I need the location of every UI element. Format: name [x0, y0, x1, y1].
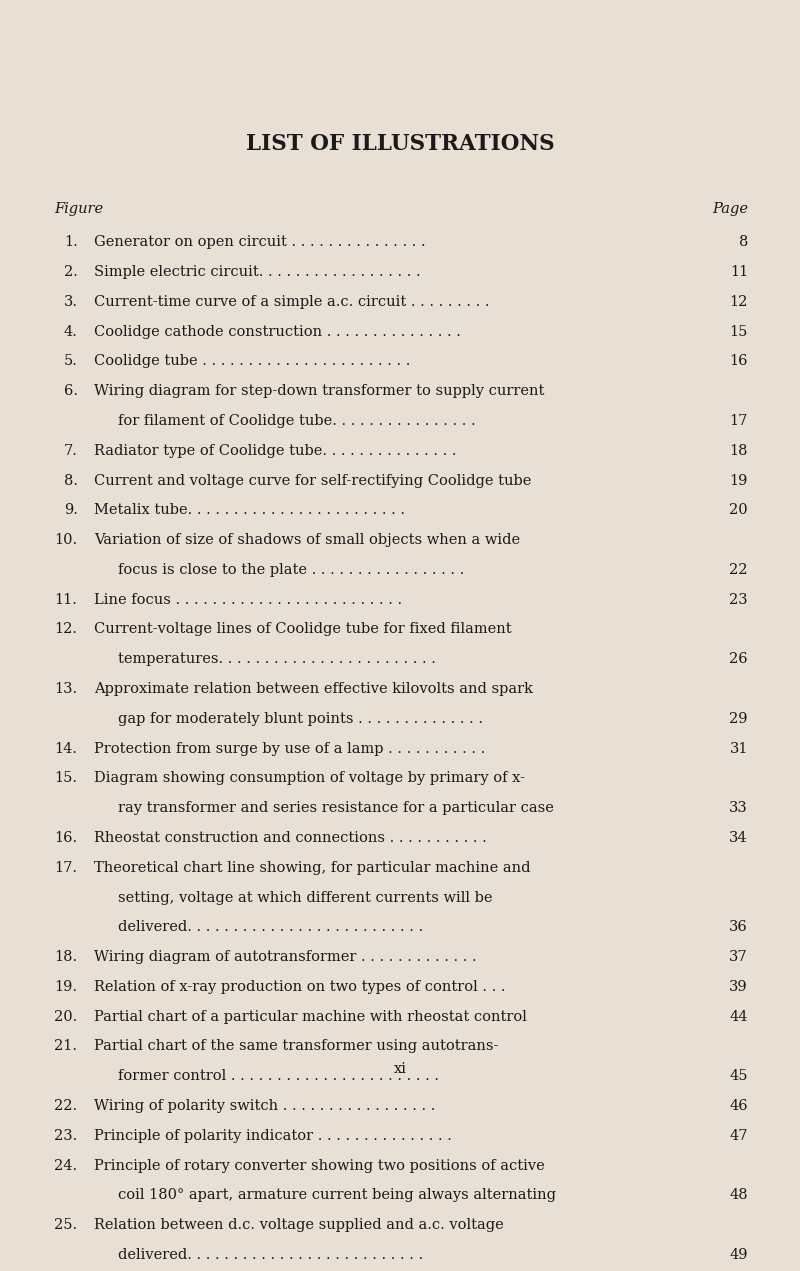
Text: 22: 22	[730, 563, 748, 577]
Text: 33: 33	[730, 801, 748, 815]
Text: Relation of x-ray production on two types of control . . .: Relation of x-ray production on two type…	[94, 980, 506, 994]
Text: 17: 17	[730, 414, 748, 428]
Text: 44: 44	[730, 1009, 748, 1023]
Text: 14.: 14.	[54, 741, 78, 755]
Text: 17.: 17.	[54, 860, 78, 874]
Text: setting, voltage at which different currents will be: setting, voltage at which different curr…	[118, 891, 493, 905]
Text: Coolidge cathode construction . . . . . . . . . . . . . . .: Coolidge cathode construction . . . . . …	[94, 324, 462, 338]
Text: 16.: 16.	[54, 831, 78, 845]
Text: 36: 36	[730, 920, 748, 934]
Text: 31: 31	[730, 741, 748, 755]
Text: 26: 26	[730, 652, 748, 666]
Text: 11: 11	[730, 266, 748, 280]
Text: Variation of size of shadows of small objects when a wide: Variation of size of shadows of small ob…	[94, 533, 521, 547]
Text: Partial chart of a particular machine with rheostat control: Partial chart of a particular machine wi…	[94, 1009, 527, 1023]
Text: 20.: 20.	[54, 1009, 78, 1023]
Text: 13.: 13.	[54, 683, 78, 697]
Text: 2.: 2.	[64, 266, 78, 280]
Text: 12: 12	[730, 295, 748, 309]
Text: 37: 37	[730, 951, 748, 965]
Text: Line focus . . . . . . . . . . . . . . . . . . . . . . . . .: Line focus . . . . . . . . . . . . . . .…	[94, 592, 402, 606]
Text: coil 180° apart, armature current being always alternating: coil 180° apart, armature current being …	[118, 1188, 557, 1202]
Text: 47: 47	[730, 1129, 748, 1143]
Text: 23: 23	[730, 592, 748, 606]
Text: 1.: 1.	[64, 235, 78, 249]
Text: gap for moderately blunt points . . . . . . . . . . . . . .: gap for moderately blunt points . . . . …	[118, 712, 483, 726]
Text: 24.: 24.	[54, 1159, 78, 1173]
Text: Relation between d.c. voltage supplied and a.c. voltage: Relation between d.c. voltage supplied a…	[94, 1218, 504, 1232]
Text: Principle of rotary converter showing two positions of active: Principle of rotary converter showing tw…	[94, 1159, 545, 1173]
Text: 16: 16	[730, 355, 748, 369]
Text: 18.: 18.	[54, 951, 78, 965]
Text: 10.: 10.	[54, 533, 78, 547]
Text: Coolidge tube . . . . . . . . . . . . . . . . . . . . . . .: Coolidge tube . . . . . . . . . . . . . …	[94, 355, 410, 369]
Text: Theoretical chart line showing, for particular machine and: Theoretical chart line showing, for part…	[94, 860, 531, 874]
Text: Wiring diagram of autotransformer . . . . . . . . . . . . .: Wiring diagram of autotransformer . . . …	[94, 951, 477, 965]
Text: 8: 8	[738, 235, 748, 249]
Text: Partial chart of the same transformer using autotrans-: Partial chart of the same transformer us…	[94, 1040, 498, 1054]
Text: temperatures. . . . . . . . . . . . . . . . . . . . . . . .: temperatures. . . . . . . . . . . . . . …	[118, 652, 436, 666]
Text: Protection from surge by use of a lamp . . . . . . . . . . .: Protection from surge by use of a lamp .…	[94, 741, 486, 755]
Text: former control . . . . . . . . . . . . . . . . . . . . . . .: former control . . . . . . . . . . . . .…	[118, 1069, 439, 1083]
Text: 18: 18	[730, 444, 748, 458]
Text: ray transformer and series resistance for a particular case: ray transformer and series resistance fo…	[118, 801, 554, 815]
Text: 21.: 21.	[54, 1040, 78, 1054]
Text: 48: 48	[730, 1188, 748, 1202]
Text: 15: 15	[730, 324, 748, 338]
Text: 25.: 25.	[54, 1218, 78, 1232]
Text: focus is close to the plate . . . . . . . . . . . . . . . . .: focus is close to the plate . . . . . . …	[118, 563, 465, 577]
Text: 29: 29	[730, 712, 748, 726]
Text: 34: 34	[730, 831, 748, 845]
Text: 11.: 11.	[54, 592, 78, 606]
Text: 39: 39	[730, 980, 748, 994]
Text: 6.: 6.	[64, 384, 78, 398]
Text: Current-time curve of a simple a.c. circuit . . . . . . . . .: Current-time curve of a simple a.c. circ…	[94, 295, 490, 309]
Text: 45: 45	[730, 1069, 748, 1083]
Text: 3.: 3.	[64, 295, 78, 309]
Text: xi: xi	[394, 1063, 406, 1077]
Text: Generator on open circuit . . . . . . . . . . . . . . .: Generator on open circuit . . . . . . . …	[94, 235, 426, 249]
Text: delivered. . . . . . . . . . . . . . . . . . . . . . . . . .: delivered. . . . . . . . . . . . . . . .…	[118, 920, 423, 934]
Text: Wiring diagram for step-down transformer to supply current: Wiring diagram for step-down transformer…	[94, 384, 545, 398]
Text: Radiator type of Coolidge tube. . . . . . . . . . . . . . .: Radiator type of Coolidge tube. . . . . …	[94, 444, 457, 458]
Text: 5.: 5.	[64, 355, 78, 369]
Text: Rheostat construction and connections . . . . . . . . . . .: Rheostat construction and connections . …	[94, 831, 487, 845]
Text: Wiring of polarity switch . . . . . . . . . . . . . . . . .: Wiring of polarity switch . . . . . . . …	[94, 1099, 436, 1113]
Text: delivered. . . . . . . . . . . . . . . . . . . . . . . . . .: delivered. . . . . . . . . . . . . . . .…	[118, 1248, 423, 1262]
Text: Principle of polarity indicator . . . . . . . . . . . . . . .: Principle of polarity indicator . . . . …	[94, 1129, 452, 1143]
Text: 9.: 9.	[64, 503, 78, 517]
Text: 19.: 19.	[54, 980, 78, 994]
Text: 22.: 22.	[54, 1099, 78, 1113]
Text: 7.: 7.	[64, 444, 78, 458]
Text: 20: 20	[730, 503, 748, 517]
Text: Current and voltage curve for self-rectifying Coolidge tube: Current and voltage curve for self-recti…	[94, 474, 532, 488]
Text: Approximate relation between effective kilovolts and spark: Approximate relation between effective k…	[94, 683, 534, 697]
Text: Current-voltage lines of Coolidge tube for fixed filament: Current-voltage lines of Coolidge tube f…	[94, 623, 512, 637]
Text: 8.: 8.	[64, 474, 78, 488]
Text: 23.: 23.	[54, 1129, 78, 1143]
Text: Metalix tube. . . . . . . . . . . . . . . . . . . . . . . .: Metalix tube. . . . . . . . . . . . . . …	[94, 503, 406, 517]
Text: 19: 19	[730, 474, 748, 488]
Text: LIST OF ILLUSTRATIONS: LIST OF ILLUSTRATIONS	[246, 133, 554, 155]
Text: 15.: 15.	[54, 771, 78, 785]
Text: Simple electric circuit. . . . . . . . . . . . . . . . . .: Simple electric circuit. . . . . . . . .…	[94, 266, 421, 280]
Text: 49: 49	[730, 1248, 748, 1262]
Text: 12.: 12.	[54, 623, 78, 637]
Text: for filament of Coolidge tube. . . . . . . . . . . . . . . .: for filament of Coolidge tube. . . . . .…	[118, 414, 476, 428]
Text: Diagram showing consumption of voltage by primary of x-: Diagram showing consumption of voltage b…	[94, 771, 526, 785]
Text: Figure: Figure	[54, 202, 103, 216]
Text: Page: Page	[712, 202, 748, 216]
Text: 46: 46	[730, 1099, 748, 1113]
Text: 4.: 4.	[64, 324, 78, 338]
